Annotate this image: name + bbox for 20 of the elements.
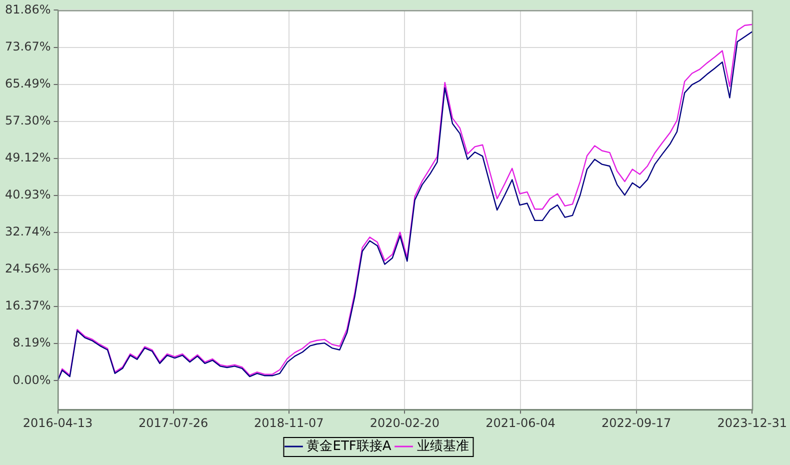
y-tick-label: 49.12%	[4, 150, 51, 164]
x-tick-label: 2020-02-20	[370, 416, 440, 430]
y-tick-label: 32.74%	[4, 224, 51, 239]
y-tick-label: 73.67%	[4, 39, 51, 54]
x-tick-label: 2016-04-13	[22, 416, 93, 430]
x-tick-label: 2022-09-17	[601, 416, 672, 430]
y-tick-label: 16.37%	[4, 298, 51, 313]
y-tick-label: 0.00%	[12, 372, 51, 387]
y-tick-label: 81.86%	[4, 2, 51, 16]
x-tick-label: 2017-07-26	[138, 416, 208, 430]
y-tick-label: 65.49%	[4, 76, 51, 90]
legend-label: 黄金ETF联接A	[306, 438, 392, 454]
legend-label: 业绩基准	[416, 438, 469, 454]
x-tick-label: 2021-06-04	[486, 416, 556, 430]
y-tick-label: 40.93%	[4, 188, 51, 202]
y-tick-label: 8.19%	[12, 336, 51, 350]
y-tick-label: 57.30%	[4, 113, 51, 128]
x-tick-label: 2023-12-31	[717, 416, 788, 430]
y-tick-label: 24.56%	[4, 262, 51, 276]
x-tick-label: 2018-11-07	[254, 416, 324, 430]
